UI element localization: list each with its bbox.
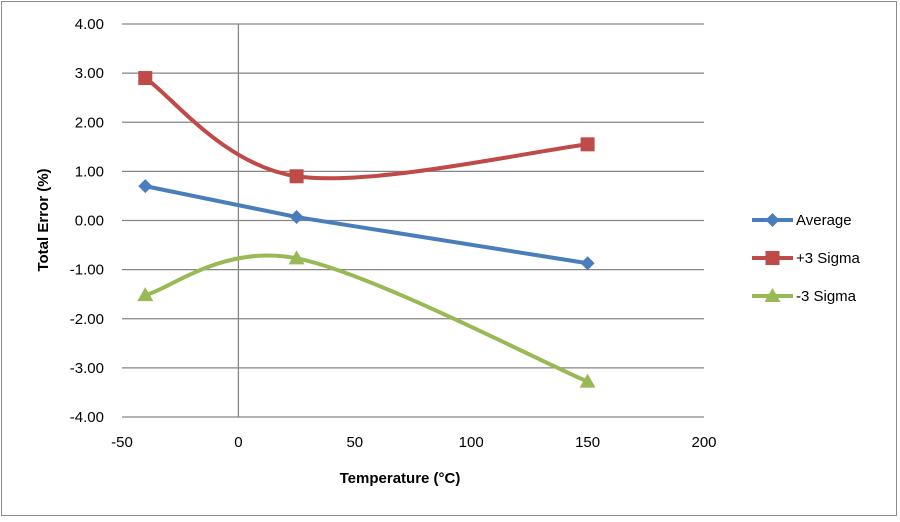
- data-point-square: [580, 137, 595, 152]
- data-point-triangle: [288, 250, 305, 265]
- legend-label: +3 Sigma: [796, 250, 860, 267]
- y-tick-label: 4.00: [75, 16, 104, 33]
- y-tick-label: -2.00: [70, 311, 104, 328]
- legend-marker-diamond: [765, 213, 780, 227]
- y-tick-label: 1.00: [75, 163, 104, 180]
- x-tick-label: 100: [459, 434, 484, 451]
- legend-marker-triangle: [764, 288, 781, 302]
- y-tick-label: -3.00: [70, 360, 104, 377]
- legend-item: -3 Sigma: [752, 288, 857, 305]
- data-point-diamond: [580, 256, 595, 271]
- legend: Average +3 Sigma -3 Sigma: [752, 212, 860, 305]
- data-point-triangle: [137, 287, 154, 302]
- x-tick-label: 0: [234, 434, 242, 451]
- x-tick-label: 50: [346, 434, 363, 451]
- y-tick-label: -1.00: [70, 262, 104, 279]
- series-line-average: [143, 184, 590, 266]
- gridlines: [122, 23, 704, 418]
- x-tick-labels: -50 0 50 100 150 200: [111, 434, 716, 451]
- y-axis-title: Total Error (%): [35, 168, 52, 271]
- legend-label: Average: [796, 212, 852, 229]
- data-point-square: [289, 169, 304, 184]
- series-line-3-sigma: [143, 76, 590, 181]
- data-point-triangle: [579, 373, 596, 388]
- data-point-diamond: [138, 179, 153, 194]
- y-tick-labels: 4.00 3.00 2.00 1.00 0.00 -1.00 -2.00 -3.00 -4.00: [70, 16, 104, 426]
- y-tick-label: 3.00: [75, 65, 104, 82]
- x-axis-title: Temperature (°C): [340, 470, 461, 487]
- data-point-square: [138, 71, 153, 86]
- legend-item: +3 Sigma: [752, 250, 860, 267]
- series-markers: [137, 71, 596, 388]
- legend-label: -3 Sigma: [796, 288, 857, 305]
- x-tick-label: 200: [691, 434, 716, 451]
- data-point-diamond: [289, 210, 304, 225]
- x-tick-label: -50: [111, 434, 133, 451]
- y-tick-label: 2.00: [75, 114, 104, 131]
- x-tick-label: 150: [575, 434, 600, 451]
- y-tick-label: -4.00: [70, 409, 104, 426]
- legend-marker-square: [765, 251, 780, 265]
- series-line-3-sigma: [143, 253, 590, 384]
- series-lines: [143, 76, 590, 384]
- legend-item: Average: [752, 212, 852, 229]
- y-tick-label: 0.00: [75, 213, 104, 230]
